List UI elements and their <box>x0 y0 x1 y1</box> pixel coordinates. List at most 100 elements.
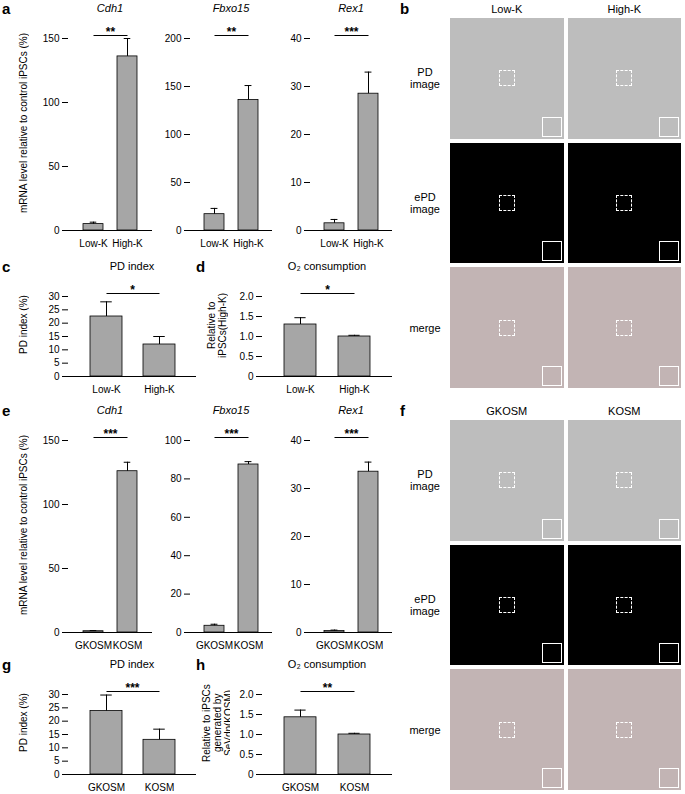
svg-text:High-K: High-K <box>353 238 384 249</box>
svg-text:0: 0 <box>54 225 60 236</box>
html-text:PD image: PD image <box>410 468 440 493</box>
svg-text:***: *** <box>344 25 358 39</box>
svg-text:**: ** <box>323 681 333 695</box>
svg-text:Low-K: Low-K <box>92 384 121 395</box>
svg-text:20: 20 <box>48 317 60 328</box>
svg-text:0: 0 <box>176 627 182 638</box>
svg-text:60: 60 <box>170 512 182 523</box>
svg-text:0: 0 <box>54 371 60 382</box>
svg-text:15: 15 <box>48 729 60 740</box>
svg-text:25: 25 <box>48 304 60 315</box>
svg-text:***: *** <box>103 427 117 441</box>
html-text:PD index (%): PD index (%) <box>17 295 29 355</box>
svg-text:*: * <box>325 283 330 297</box>
svg-text:40: 40 <box>290 435 302 446</box>
svg-text:GKOSM: GKOSM <box>196 640 233 651</box>
html-text:merge: merge <box>409 723 441 736</box>
svg-text:KOSM: KOSM <box>234 640 263 651</box>
html-text:Cdh1: Cdh1 <box>96 404 124 416</box>
html-text:mRNA level relative to control: mRNA level relative to control iPSCs (%) <box>17 33 29 213</box>
svg-text:GKOSM: GKOSM <box>75 640 112 651</box>
svg-text:Low-K: Low-K <box>79 238 108 249</box>
svg-text:KOSM: KOSM <box>354 640 383 651</box>
svg-text:100: 100 <box>43 499 60 510</box>
svg-text:***: *** <box>344 427 358 441</box>
svg-text:**: ** <box>106 25 116 39</box>
html-text:merge: merge <box>409 321 441 334</box>
svg-text:100: 100 <box>43 97 60 108</box>
svg-text:15: 15 <box>48 331 60 342</box>
svg-text:1.0: 1.0 <box>240 331 254 342</box>
svg-text:30: 30 <box>290 81 302 92</box>
svg-text:0: 0 <box>248 371 254 382</box>
html-text:O₂ consumption: O₂ consumption <box>287 260 367 272</box>
svg-text:80: 80 <box>170 473 182 484</box>
svg-text:200: 200 <box>165 33 182 44</box>
svg-text:0: 0 <box>54 627 60 638</box>
svg-text:100: 100 <box>165 129 182 140</box>
svg-text:***: *** <box>125 681 139 695</box>
svg-text:KOSM: KOSM <box>145 782 174 793</box>
svg-text:2.0: 2.0 <box>240 689 254 700</box>
svg-text:40: 40 <box>290 33 302 44</box>
svg-text:GKOSM: GKOSM <box>316 640 353 651</box>
svg-text:20: 20 <box>48 715 60 726</box>
svg-text:20: 20 <box>290 531 302 542</box>
svg-text:High-K: High-K <box>233 238 264 249</box>
svg-text:Low-K: Low-K <box>200 238 229 249</box>
svg-text:30: 30 <box>48 291 60 302</box>
svg-text:High-K: High-K <box>339 384 370 395</box>
svg-text:5: 5 <box>54 357 60 368</box>
svg-text:20: 20 <box>170 588 182 599</box>
svg-text:50: 50 <box>48 563 60 574</box>
html-text:Relative to iPSCs generated by: Relative to iPSCs generated by SeVdp(KOS… <box>200 684 234 762</box>
svg-text:40: 40 <box>170 550 182 561</box>
svg-text:0: 0 <box>248 769 254 780</box>
svg-text:High-K: High-K <box>112 238 143 249</box>
svg-text:1.5: 1.5 <box>240 311 254 322</box>
svg-text:10: 10 <box>290 177 302 188</box>
svg-text:150: 150 <box>165 81 182 92</box>
svg-text:KOSM: KOSM <box>113 640 142 651</box>
svg-text:10: 10 <box>290 579 302 590</box>
svg-text:0.5: 0.5 <box>240 749 254 760</box>
html-text:Rex1: Rex1 <box>338 2 364 14</box>
svg-text:50: 50 <box>48 161 60 172</box>
svg-text:25: 25 <box>48 702 60 713</box>
html-text:PD index: PD index <box>109 260 155 272</box>
svg-text:10: 10 <box>48 742 60 753</box>
svg-text:10: 10 <box>48 344 60 355</box>
html-text:mRNA level relative to control: mRNA level relative to control iPSCs (%) <box>17 435 29 615</box>
html-text:Cdh1: Cdh1 <box>96 2 124 14</box>
svg-text:20: 20 <box>290 129 302 140</box>
html-text:PD image: PD image <box>410 66 440 91</box>
svg-text:0: 0 <box>176 225 182 236</box>
svg-text:***: *** <box>224 427 238 441</box>
svg-text:0: 0 <box>296 225 302 236</box>
svg-text:Low-K: Low-K <box>320 238 349 249</box>
svg-text:**: ** <box>227 25 237 39</box>
html-text:Relative to iPSCs(High-K): Relative to iPSCs(High-K) <box>206 292 228 358</box>
html-text:ePD image: ePD image <box>410 191 440 215</box>
html-text:ePD image: ePD image <box>410 593 440 617</box>
svg-text:30: 30 <box>290 483 302 494</box>
svg-text:100: 100 <box>165 435 182 446</box>
svg-text:KOSM: KOSM <box>340 782 369 793</box>
svg-text:Low-K: Low-K <box>286 384 315 395</box>
svg-text:1.0: 1.0 <box>240 729 254 740</box>
svg-text:GKOSM: GKOSM <box>88 782 125 793</box>
svg-text:1.5: 1.5 <box>240 709 254 720</box>
svg-text:0: 0 <box>296 627 302 638</box>
svg-text:30: 30 <box>48 689 60 700</box>
svg-text:2.0: 2.0 <box>240 291 254 302</box>
svg-text:GKOSM: GKOSM <box>282 782 319 793</box>
svg-text:High-K: High-K <box>144 384 175 395</box>
svg-text:*: * <box>130 283 135 297</box>
svg-text:150: 150 <box>43 435 60 446</box>
svg-text:0.5: 0.5 <box>240 351 254 362</box>
svg-text:50: 50 <box>170 177 182 188</box>
svg-text:0: 0 <box>54 769 60 780</box>
svg-text:5: 5 <box>54 755 60 766</box>
html-text:Fbxo15: Fbxo15 <box>212 2 250 14</box>
svg-text:150: 150 <box>43 33 60 44</box>
